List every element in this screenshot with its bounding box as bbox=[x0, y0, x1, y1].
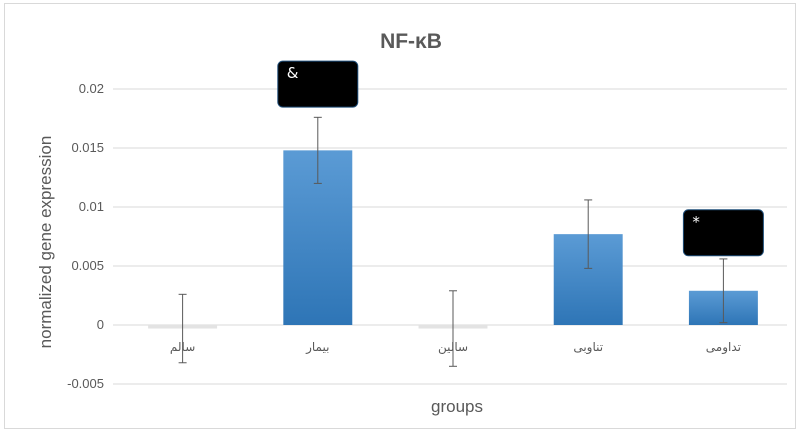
y-axis-title: normalized gene expression bbox=[36, 136, 55, 349]
category-label: بیمار bbox=[305, 340, 329, 355]
category-label: تناوبی bbox=[573, 340, 603, 355]
chart-title: NF-κB bbox=[380, 30, 442, 53]
category-label: سالم bbox=[170, 340, 195, 354]
category-label: تداومی bbox=[706, 340, 741, 355]
annotation-label: & bbox=[287, 64, 299, 82]
y-tick-label: 0.015 bbox=[71, 140, 104, 155]
annotation-box bbox=[682, 209, 764, 257]
annotations: &* bbox=[277, 60, 764, 257]
gridlines bbox=[113, 88, 787, 385]
y-tick-label: 0.01 bbox=[79, 199, 104, 214]
category-label: سالین bbox=[438, 340, 468, 355]
y-tick-labels: -0.005 0 0.005 0.01 0.015 0.02 bbox=[67, 81, 104, 391]
error-bars bbox=[178, 116, 728, 367]
y-tick-label: -0.005 bbox=[67, 376, 104, 391]
x-axis-title: groups bbox=[431, 397, 483, 416]
annotation-box bbox=[277, 60, 359, 108]
y-tick-label: 0.005 bbox=[71, 258, 104, 273]
bar-chart: -0.005 0 0.005 0.01 0.015 0.02 سالم بیمار سالین… bbox=[36, 30, 787, 416]
chart-frame: -0.005 0 0.005 0.01 0.015 0.02 سالم بیمار سالین… bbox=[4, 3, 796, 429]
category-labels: سالم بیمار سالین تناوبی تداومی bbox=[170, 340, 741, 355]
y-tick-label: 0 bbox=[97, 317, 104, 332]
annotation-label: * bbox=[692, 213, 700, 231]
y-tick-label: 0.02 bbox=[79, 81, 104, 96]
